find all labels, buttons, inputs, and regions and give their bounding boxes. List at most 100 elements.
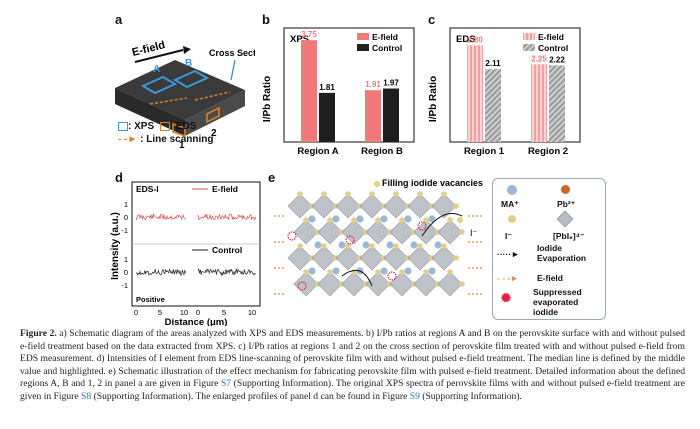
iodide-atom [351, 217, 357, 223]
caption-ref-s9[interactable]: S9 [409, 390, 420, 402]
caption-fig-label: Figure 2. [20, 328, 57, 339]
caption-ref-s8[interactable]: S8 [81, 390, 92, 402]
efield-arrow-icon: - - -► [497, 273, 519, 283]
evap-arrow-icon: ·····► [497, 249, 520, 259]
evaporation-arrow [341, 269, 373, 287]
chart-b-label-b-control: 1.97 [383, 79, 399, 88]
dashed-arrow-icon: - -► [118, 134, 138, 145]
panel-label-b: b [262, 12, 270, 27]
chart-c-label-2-control: 2.22 [549, 55, 565, 64]
efield-arrowhead [183, 46, 191, 54]
suppressed-iodide-marker [287, 231, 297, 241]
pbi6-octahedron [383, 193, 409, 219]
chart-c-legend-control: Control [538, 43, 568, 53]
pbi6-octahedron [317, 271, 343, 297]
chart-c-frame [449, 27, 581, 143]
chart-d-annotation: Positive [136, 295, 165, 304]
iodide-atom [327, 269, 333, 275]
legend-efield: E-field [537, 273, 563, 283]
chart-b-legend-control: Control [372, 43, 402, 53]
legend-evap: Iodide Evaporation [537, 243, 587, 263]
iodide-atom [441, 191, 447, 197]
pbi6-octahedron [437, 271, 463, 297]
legend-scan: : Line scanning [140, 134, 214, 145]
iodide-atom [321, 191, 327, 197]
pbi6-octahedron [413, 271, 439, 297]
iodide-atom [303, 269, 309, 275]
chart-d-efield-trace-1 [135, 213, 186, 221]
iodide-atom [297, 243, 303, 249]
iodide-atom [375, 269, 381, 275]
iodide-atom [453, 255, 459, 261]
chart-d-ytick-top-1: 1 [124, 200, 128, 209]
chart-d-xtick-10b: 10 [248, 308, 256, 317]
pbi6-octahedron [365, 219, 391, 245]
iodide-atom [369, 191, 375, 197]
iodide-atom [321, 243, 327, 249]
iodide-atom [441, 243, 447, 249]
ma-cation [434, 241, 442, 249]
chart-b-bar-a-efield [301, 40, 317, 142]
ma-cation [410, 241, 418, 249]
perovskite-lattice [274, 181, 484, 297]
chart-c-bar-2-control [549, 65, 565, 142]
region-1-box [172, 122, 186, 138]
legend-i: I⁻ [505, 231, 512, 241]
panel-a-legend: : XPS : EDS - -► : Line scanning [118, 120, 213, 146]
pbi6-octahedron [287, 245, 313, 271]
ma-cation [380, 267, 388, 275]
suppressed-icon: ✺ [501, 291, 512, 305]
ma-cation [308, 267, 316, 275]
figure-caption: Figure 2. a) Schematic diagram of the ar… [20, 328, 685, 404]
ma-cation [386, 241, 394, 249]
iodide-atom [423, 269, 429, 275]
chart-c-label-2-efield: 2.25 [531, 54, 547, 63]
chart-c-bar-2-efield [531, 64, 547, 142]
chart-b-xtick-b: Region B [361, 146, 403, 157]
ma-cation [404, 215, 412, 223]
ma-cation [314, 241, 322, 249]
pbi6-octahedron [437, 219, 463, 245]
chart-c-legend-efield: E-field [538, 32, 564, 42]
chart-c-label-1-control: 2.11 [485, 59, 501, 68]
chart-d-xtick-5a: 5 [158, 308, 162, 317]
legend-ma: MA⁺ [501, 199, 519, 209]
pbi6-octahedron [407, 193, 433, 219]
chart-c-xtick-1: Region 1 [464, 146, 505, 157]
chart-d-control-trace-2 [197, 267, 256, 277]
iodide-atom [459, 281, 465, 287]
chart-b-ylabel: I/Pb Ratio [262, 76, 273, 122]
region-2-label: 2 [211, 128, 217, 139]
caption-ref-s7[interactable]: S7 [220, 378, 232, 390]
ma-icon [507, 185, 517, 195]
chart-b-title: XPS [290, 34, 309, 45]
pbi6-octahedron [341, 219, 367, 245]
chart-d-xtick-5b: 5 [222, 308, 226, 317]
region-1-label: 1 [179, 140, 185, 151]
pb-icon [561, 185, 570, 194]
legend-pbi6: [PbI₆]⁴⁻ [553, 231, 585, 241]
ma-cation [338, 241, 346, 249]
chart-d-ytick-top-0: 0 [124, 213, 128, 222]
panel-label-d: d [115, 170, 123, 185]
iodide-atom [369, 243, 375, 249]
pbi6-octahedron [365, 271, 391, 297]
scan-line-2 [194, 91, 231, 101]
pbi6-octahedron [431, 245, 457, 271]
octahedron-icon [557, 211, 573, 227]
chart-d-ytick-top-neg1: -1 [121, 226, 128, 235]
cross-section-label: Cross Section [209, 48, 255, 58]
chart-c-title: EDS [456, 34, 476, 45]
iodide-atom [375, 217, 381, 223]
chart-b-bar-b-efield [365, 90, 381, 142]
panel-a-schematic: E-field A B Cross Section 1 2 [115, 39, 255, 151]
eds-box-icon [159, 121, 170, 131]
evaporation-arrow [421, 213, 463, 237]
ma-cation [380, 215, 388, 223]
floating-iodide [457, 217, 463, 223]
pbi6-octahedron [383, 245, 409, 271]
iodide-atom [399, 217, 405, 223]
pbi6-octahedron [359, 245, 385, 271]
chart-d-legend-control: Control [212, 245, 242, 255]
legend-pb: Pb²⁺ [557, 199, 576, 209]
